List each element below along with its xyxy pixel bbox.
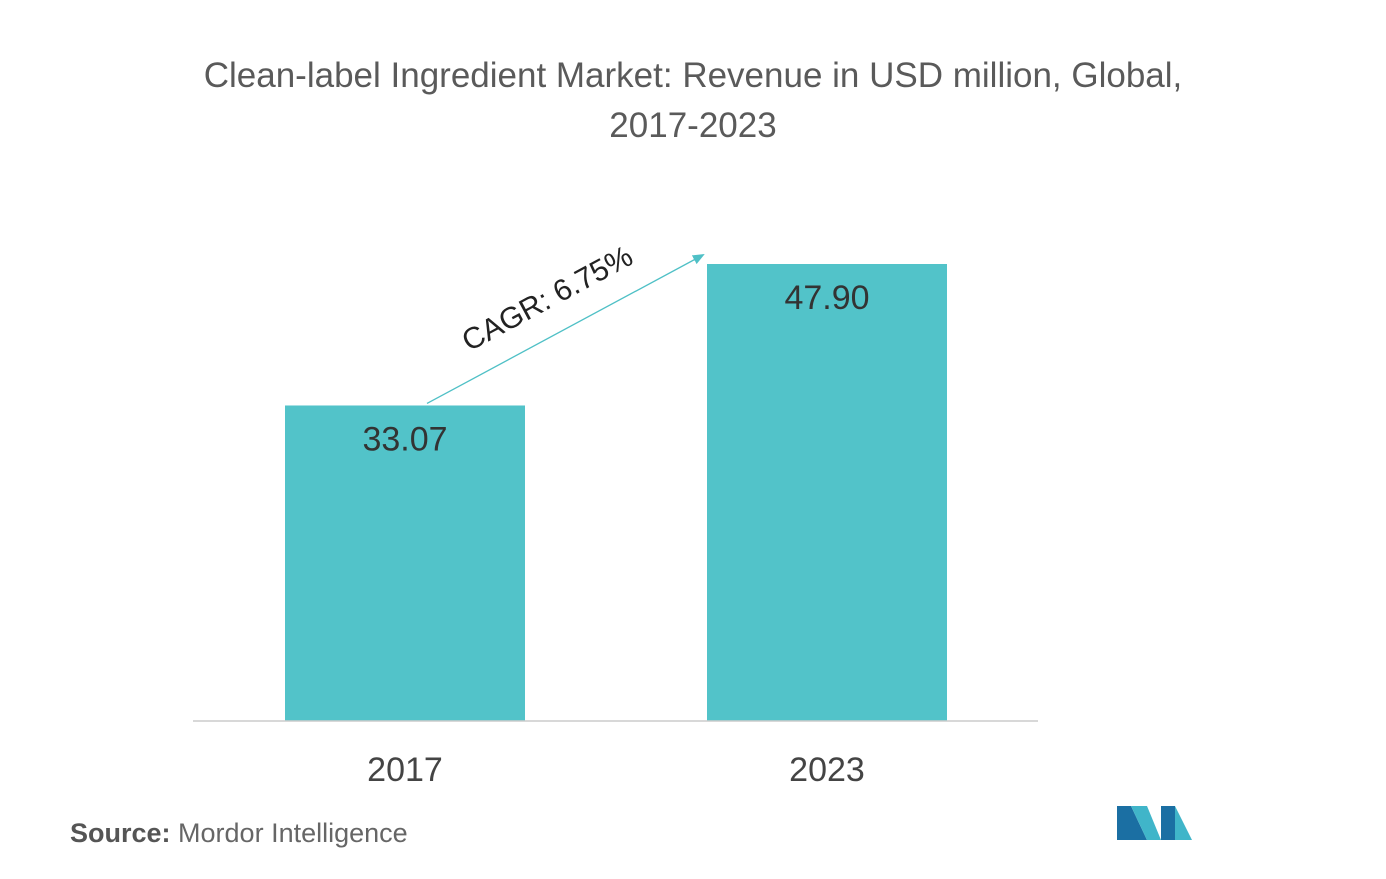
cagr-arrow	[426, 254, 705, 405]
x-tick-label-2017: 2017	[367, 751, 443, 789]
source-note: Source: Mordor Intelligence	[70, 818, 408, 849]
chart-subtitle: 2017-2023	[609, 106, 777, 145]
mordor-intelligence-logo-icon	[1117, 806, 1192, 840]
bar-2017	[285, 405, 525, 721]
x-tick-label-2023: 2023	[789, 751, 865, 789]
cagr-annotation: CAGR: 6.75%	[457, 240, 639, 358]
source-text: Mordor Intelligence	[178, 818, 408, 848]
bar-2023	[707, 264, 947, 721]
source-label: Source:	[70, 818, 171, 848]
chart-title: Clean-label Ingredient Market: Revenue i…	[203, 56, 1183, 95]
data-label-2017: 33.07	[362, 420, 447, 458]
data-label-2023: 47.90	[784, 279, 869, 317]
